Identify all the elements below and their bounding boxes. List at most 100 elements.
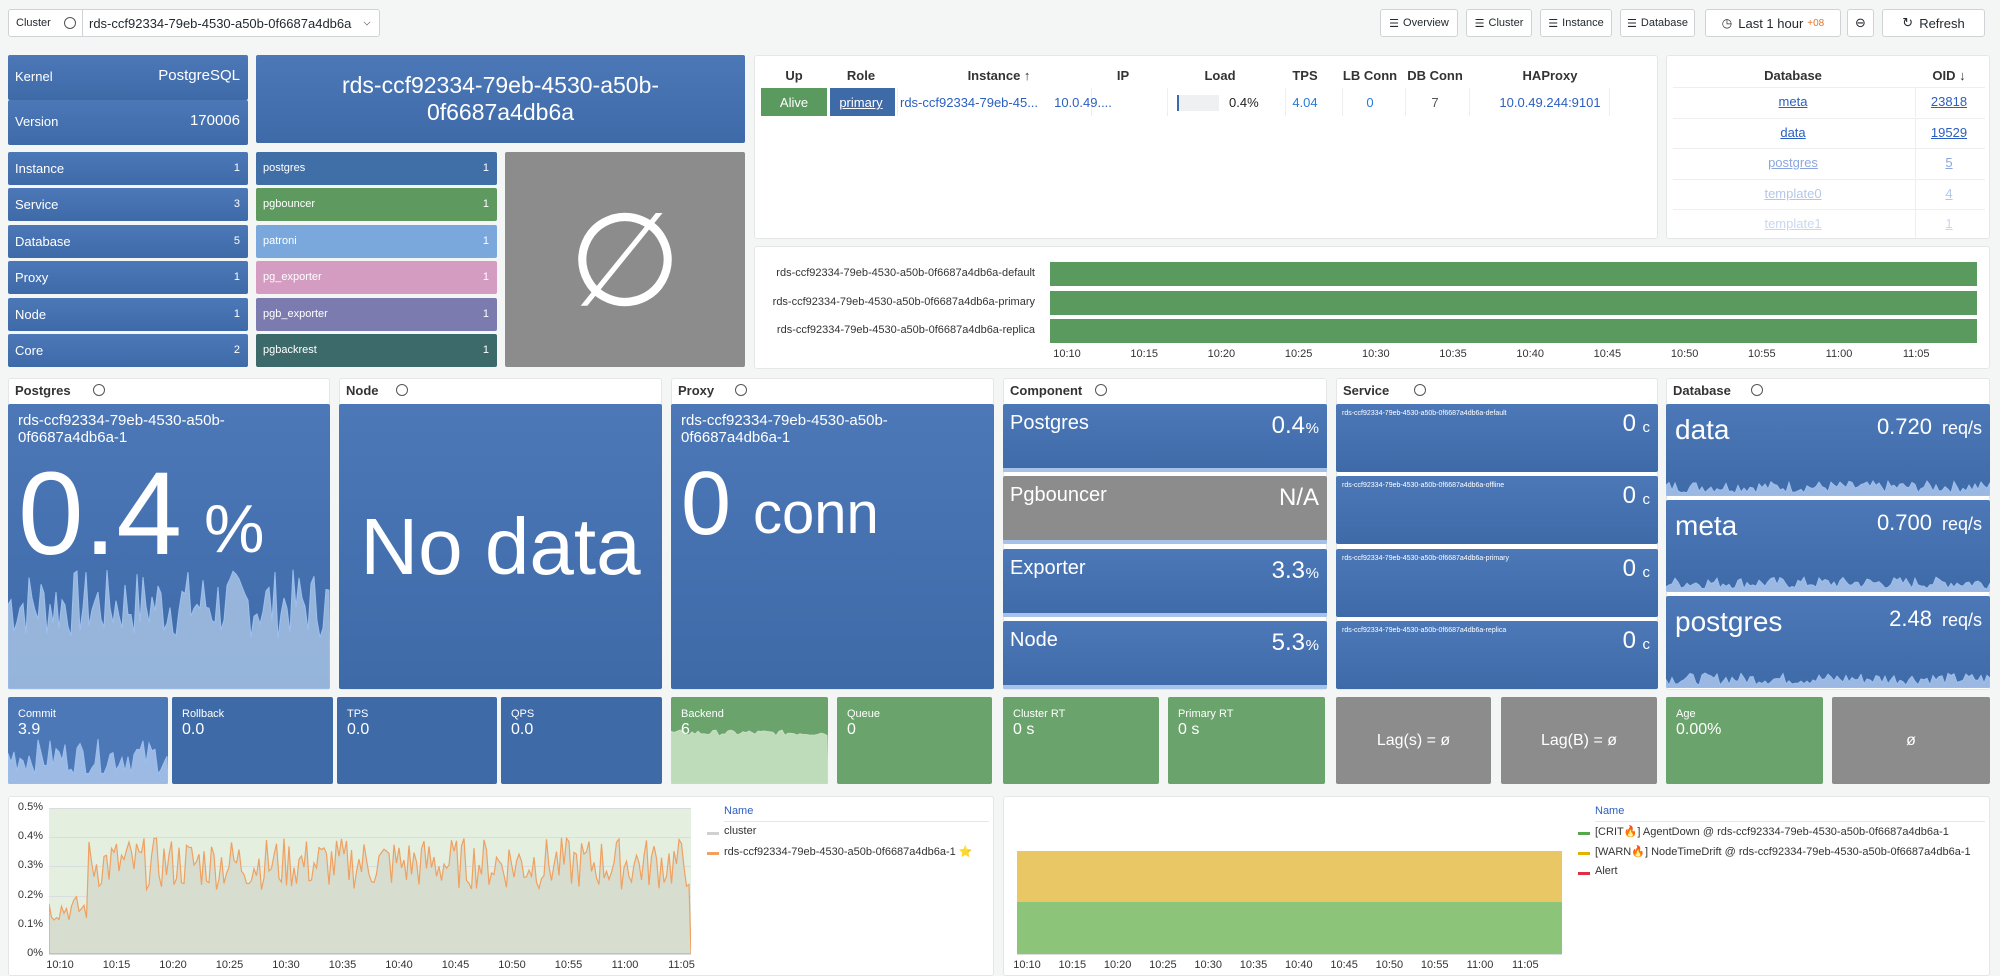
stat-name: rds-ccf92334-79eb-4530-a50b-0f6687a4db6a… [1342,482,1505,490]
nav-label[interactable]: Database [1640,17,1688,29]
x-tick-label: 10:15 [102,959,131,971]
info-icon [396,384,408,396]
oid-link[interactable]: 23818 [1930,94,1968,109]
stat-name: Node [1010,628,1058,651]
cell-divider [1915,209,1916,238]
stat-label: TPS [347,708,369,720]
refresh-label[interactable]: Refresh [1919,15,1965,31]
time-picker[interactable]: ◷ Last 1 hour +08 [1705,9,1841,37]
x-tick-label: 10:10 [1013,959,1041,971]
role-cell [830,88,895,116]
table-header: IP [1116,68,1130,83]
stat-value: 0 [1622,410,1636,437]
cell-divider [1915,178,1916,209]
stat-value: 0.720 [1876,414,1932,439]
stat-value: 0.4 [1271,412,1305,439]
cluster-selector[interactable]: Cluster rds-ccf92334-79eb-4530-a50b-0f668… [8,9,380,37]
count-label: Node [15,306,47,322]
stat-baseline [1003,612,1327,617]
timeline-bar [1050,290,1977,315]
count-label: Proxy [15,270,49,286]
table-cell[interactable]: primary [839,95,883,110]
nav-label[interactable]: Cluster [1488,17,1524,29]
nav-label[interactable]: Overview [1403,17,1449,29]
legend-entry[interactable]: [CRIT🔥] AgentDown @ rds-ccf92334-79eb-45… [1595,826,1949,838]
refresh-button[interactable]: ↻ Refresh [1882,9,1985,37]
nav-button[interactable]: ☰ Database [1620,9,1695,37]
database-link[interactable]: data [1780,124,1806,140]
component-stat: Exporter 3.3% [1003,548,1327,617]
stat-unit: conn [753,481,879,546]
load-bar [1177,95,1179,111]
zoom-out[interactable]: ⊖ [1847,9,1874,37]
axis-line [1017,954,1562,955]
timezone[interactable]: +08 [1807,17,1825,29]
database-link[interactable]: template0 [1764,185,1822,201]
legend-entry[interactable]: rds-ccf92334-79eb-4530-a50b-0f6687a4db6a… [724,846,973,858]
sparkline-area [1666,672,1990,688]
cluster-title-box: rds-ccf92334-79eb-4530-a50b-0f6687a4db6a [256,55,745,143]
x-tick-label: 10:35 [1439,348,1467,360]
alert-band-crit [1017,902,1562,954]
count-box: Core 2 [8,334,248,367]
table-cell[interactable]: rds-ccf92334-79eb-45... [900,95,1039,110]
database-link[interactable]: template1 [1764,216,1822,232]
stat-value: 3.3 [1271,556,1305,584]
count-value: 3 [233,198,240,211]
count-value: 1 [233,307,240,320]
menu-icon: ☰ [1474,17,1485,30]
x-tick-label: 10:55 [554,959,583,971]
component-label: pg_exporter [263,271,322,284]
info-icon [735,384,747,396]
count-value: 1 [233,271,240,284]
x-tick-label: 10:50 [498,959,526,971]
info-icon [64,17,76,29]
small-stat: Cluster RT 0 s [1003,697,1159,784]
stat-unit: % [204,491,265,567]
oid-link[interactable]: 19529 [1930,124,1968,140]
sparkline-area [1666,576,1990,592]
component-box: patroni 1 [256,224,497,258]
x-tick-label: 10:20 [1103,959,1132,971]
database-link[interactable]: postgres [1768,155,1818,171]
small-stat: Queue 0 [837,697,992,784]
stat-value: 0 [1622,554,1636,582]
cluster-title: rds-ccf92334-79eb-4530-a50b-0f6687a4db6a [341,72,660,125]
sparkline-area [8,569,330,689]
time-range[interactable]: Last 1 hour [1738,15,1804,31]
cell-divider [1342,88,1343,116]
nav-button[interactable]: ☰ Instance [1540,9,1612,37]
x-tick-label: 10:20 [1207,348,1236,360]
table-header: Instance ↑ [967,68,1031,83]
sparkline-area [8,738,168,784]
x-tick-label: 10:25 [215,959,244,971]
row-divider [1673,117,1985,119]
info-icon [1414,384,1426,396]
stat-value: N/A [1278,484,1319,512]
x-tick-label: 10:45 [1593,348,1622,360]
stat-unit: % [1305,636,1319,654]
x-tick-label: 10:30 [1194,959,1222,971]
timeline-label: rds-ccf92334-79eb-4530-a50b-0f6687a4db6a… [776,267,1035,279]
stat-name: rds-ccf92334-79eb-4530-a50b-0f6687a4db6a… [1342,554,1509,562]
x-tick-label: 11:05 [1511,959,1539,971]
oid-link[interactable]: 1 [1945,216,1953,232]
database-link[interactable]: meta [1778,94,1808,109]
nav-button[interactable]: ☰ Cluster [1466,9,1532,37]
oid-link[interactable]: 4 [1945,185,1953,201]
stat-name: rds-ccf92334-79eb-4530-a50b-0f6687a4db6a… [18,412,225,446]
count-value: 1 [233,162,240,174]
stat-label: Backend [681,708,724,720]
legend-entry[interactable]: [WARN🔥] NodeTimeDrift @ rds-ccf92334-79e… [1595,846,1971,858]
x-tick-label: 10:55 [1420,959,1449,971]
oid-link[interactable]: 5 [1945,155,1953,171]
nav-label[interactable]: Instance [1562,17,1604,29]
y-tick-label: 0.4% [17,830,43,843]
zoom-icon: ⊖ [1855,15,1866,30]
nav-button[interactable]: ☰ Overview [1380,9,1458,37]
legend-entry[interactable]: Alert [1595,865,1618,877]
x-tick-label: 10:10 [1053,348,1081,360]
section-title: Node [346,383,379,398]
table-cell: Alive [779,95,809,110]
legend-entry[interactable]: cluster [724,825,757,837]
